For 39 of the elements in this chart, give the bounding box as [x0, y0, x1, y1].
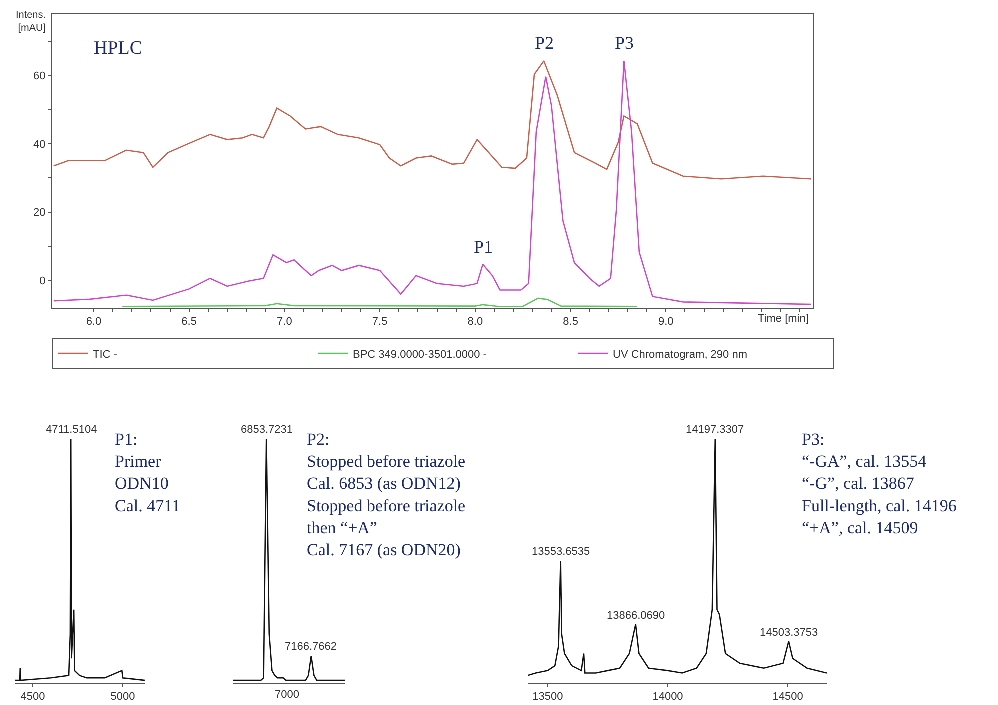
- x-tick-label: 14500: [772, 691, 804, 704]
- x-tick-label: 8.0: [468, 316, 484, 328]
- annotation: P2: [535, 33, 554, 53]
- line-series: [53, 60, 812, 180]
- y-tick-label: 40: [34, 138, 46, 151]
- annotation: P1: [474, 237, 494, 257]
- x-tick-label: 6.0: [86, 316, 102, 328]
- annotation: P2: Stopped before triazole Cal. 6853 (as ODN12) Stopped before triazole then “+A” Cal. 7167 (as ODN20): [307, 430, 466, 560]
- x-tick-label: 13500: [532, 691, 564, 704]
- x-tick-label: 7.5: [372, 316, 388, 328]
- x-tick-label: 4500: [20, 691, 46, 704]
- x-tick-label: 5000: [110, 691, 136, 704]
- legend-label: TIC -: [93, 348, 118, 361]
- annotation: 4711.5104: [46, 424, 98, 436]
- x-tick-label: 8.5: [563, 316, 578, 328]
- x-tick-label: 14000: [652, 691, 684, 704]
- line-series: [122, 298, 638, 308]
- x-tick-label: 6.5: [182, 316, 197, 328]
- annotation: P3: [615, 33, 634, 53]
- x-tick-label: 7.0: [277, 316, 292, 328]
- legend-label: BPC 349.0000-3501.0000 -: [353, 348, 488, 361]
- annotation: 14197.3307: [686, 424, 744, 436]
- x-tick-label: 9.0: [658, 316, 674, 328]
- annotation: P3: “-GA”, cal. 13554 “-G”, cal. 13867 Full-length, cal. 14196 “+A”, cal. 14509: [802, 430, 957, 538]
- annotation: 7166.7662: [285, 641, 337, 653]
- annotation: P1: Primer ODN10 Cal. 4711: [115, 430, 180, 516]
- x-axis-title: Time [min]: [758, 313, 809, 325]
- annotation: 13866.0690: [607, 610, 666, 622]
- line-series: [53, 60, 812, 306]
- annotation: 13553.6535: [532, 546, 590, 558]
- annotation: HPLC: [94, 38, 143, 59]
- text: 7000: [275, 689, 300, 701]
- y-tick-label: 20: [34, 207, 46, 220]
- y-tick-label: 0: [40, 276, 46, 288]
- annotation: 6853.7231: [241, 424, 293, 436]
- annotation: 14503.3753: [760, 627, 818, 639]
- legend-label: UV Chromatogram, 290 nm: [613, 348, 748, 361]
- y-axis-title: Intens. [mAU]: [16, 10, 46, 34]
- y-tick-label: 60: [34, 70, 46, 82]
